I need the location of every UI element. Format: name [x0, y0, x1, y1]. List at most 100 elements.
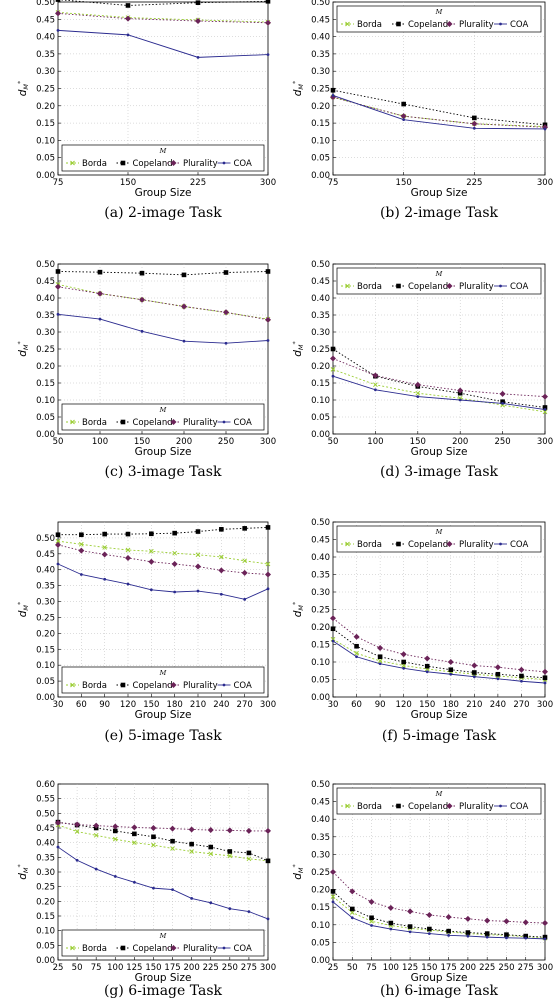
legend-label: COA: [510, 20, 528, 30]
legend-marker: [170, 682, 177, 688]
x-tick-label: 50: [72, 963, 83, 973]
y-tick-label: 0.35: [311, 311, 330, 321]
legend-marker: [396, 803, 401, 809]
series-line: [57, 12, 269, 24]
x-tick-label: 150: [421, 963, 437, 973]
data-point: [331, 94, 335, 97]
legend-label: Copeland: [133, 944, 173, 954]
x-tick-label: 300: [537, 437, 553, 447]
data-point: [425, 670, 429, 674]
legend-entry-coa: COA: [494, 20, 528, 30]
series-line: [57, 283, 269, 320]
data-point: [97, 269, 103, 275]
data-point: [330, 626, 336, 632]
y-tick-label: 0.40: [311, 294, 330, 304]
legend-box: [336, 525, 542, 553]
data-point: [400, 651, 407, 658]
data-point: [543, 681, 547, 685]
x-tick-label: 25: [53, 963, 64, 973]
data-point: [377, 658, 383, 664]
series-coa: [331, 374, 547, 411]
x-tick-label: 50: [347, 963, 358, 973]
data-point: [501, 402, 504, 405]
data-point: [427, 932, 431, 935]
y-tick-label: 0.20: [36, 629, 55, 639]
y-tick-label: 0.15: [311, 119, 330, 129]
legend-entry-borda: Borda: [341, 802, 382, 812]
x-tick-label: 100: [107, 963, 123, 973]
data-point: [182, 339, 186, 343]
legend-label: Copeland: [408, 282, 448, 292]
legend-entry-coa: COA: [217, 944, 252, 954]
x-tick-label: 300: [537, 963, 553, 973]
series-copeland: [330, 889, 548, 940]
y-tick-label: 0.05: [36, 941, 55, 951]
legend-label: COA: [510, 540, 528, 550]
y-tick-label: 0.50: [36, 809, 55, 819]
data-point: [169, 825, 176, 832]
legend-label: Plurality: [183, 159, 218, 169]
data-point: [266, 917, 270, 921]
series-plurality: [55, 541, 271, 578]
x-tick-label: 300: [537, 700, 553, 710]
data-point: [93, 832, 99, 838]
series-line: [332, 94, 546, 130]
caption-f: (f) 5-image Task: [382, 728, 497, 744]
data-point: [518, 666, 525, 673]
data-point: [94, 867, 98, 871]
data-point: [148, 558, 155, 565]
data-point: [74, 829, 80, 834]
legend-box: [61, 144, 265, 172]
data-point: [542, 393, 548, 400]
legend-entry-copeland: Copeland: [392, 802, 448, 812]
y-tick-label: 0.35: [311, 833, 330, 843]
data-point: [331, 900, 335, 904]
y-axis-label: dM*: [291, 80, 305, 96]
y-tick-label: 0.15: [36, 645, 55, 655]
data-point: [227, 853, 233, 859]
legend-marker: [396, 541, 401, 547]
data-point: [542, 934, 548, 940]
legend-entry-coa: COA: [494, 802, 528, 812]
x-tick-label: 225: [203, 963, 219, 973]
data-point: [265, 316, 271, 323]
x-tick-label: 150: [143, 700, 159, 710]
series-line: [332, 901, 546, 940]
y-tick-label: 0.15: [311, 641, 330, 651]
data-point: [56, 312, 60, 316]
series-line: [57, 313, 269, 344]
series-line: [332, 628, 546, 679]
x-tick-label: 250: [222, 963, 238, 973]
data-point: [354, 643, 359, 649]
legend: M Borda Copeland Plurality COA: [336, 787, 542, 815]
series-coa: [56, 845, 270, 921]
x-axis-label: Group Size: [135, 972, 192, 984]
y-tick-label: 0.25: [311, 85, 330, 95]
data-point: [149, 588, 153, 592]
y-tick-label: 0.50: [36, 260, 55, 270]
data-point: [542, 405, 548, 410]
data-point: [400, 113, 407, 120]
legend-label: Plurality: [459, 282, 494, 292]
x-tick-label: 180: [167, 700, 183, 710]
data-point: [265, 827, 271, 834]
data-point: [387, 904, 394, 911]
legend-marker: [70, 160, 75, 166]
data-point: [112, 823, 119, 830]
data-point: [350, 916, 354, 920]
legend: M Borda Copeland Plurality COA: [61, 403, 265, 431]
y-tick-label: 0.10: [36, 661, 55, 671]
y-tick-label: 0.00: [311, 171, 330, 181]
chart-panel-f: 0.00 0.05 0.10 0.15 0.20 0.25 0.30 0.35 0.40 0.45…: [291, 518, 553, 721]
x-tick-label: 240: [213, 700, 229, 710]
x-axis-label: Group Size: [135, 187, 192, 199]
y-tick-label: 0.40: [311, 33, 330, 43]
series-coa: [331, 639, 547, 685]
data-point: [471, 120, 478, 127]
legend-marker: [70, 419, 75, 425]
x-tick-label: 210: [466, 700, 482, 710]
data-point: [471, 662, 478, 669]
series-borda: [55, 538, 271, 567]
x-tick-label: 120: [396, 700, 412, 710]
data-point: [219, 592, 223, 596]
